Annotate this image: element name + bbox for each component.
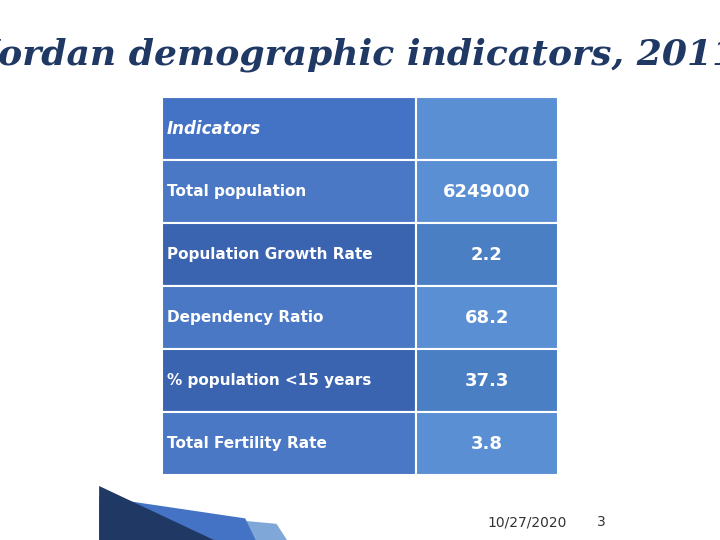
FancyBboxPatch shape — [415, 160, 558, 223]
FancyBboxPatch shape — [415, 223, 558, 286]
Text: 68.2: 68.2 — [464, 309, 509, 327]
FancyBboxPatch shape — [162, 412, 415, 475]
Text: % population <15 years: % population <15 years — [167, 373, 372, 388]
FancyBboxPatch shape — [162, 349, 415, 412]
Text: 6249000: 6249000 — [443, 183, 531, 201]
Text: Total Fertility Rate: Total Fertility Rate — [167, 436, 327, 451]
FancyBboxPatch shape — [415, 349, 558, 412]
Text: Population Growth Rate: Population Growth Rate — [167, 247, 372, 262]
FancyBboxPatch shape — [415, 286, 558, 349]
Text: 3.8: 3.8 — [471, 435, 503, 453]
FancyBboxPatch shape — [415, 97, 558, 160]
FancyBboxPatch shape — [162, 97, 415, 160]
Text: 37.3: 37.3 — [464, 372, 509, 390]
Text: Total population: Total population — [167, 184, 306, 199]
Polygon shape — [99, 497, 256, 540]
FancyBboxPatch shape — [415, 412, 558, 475]
Text: Indicators: Indicators — [167, 120, 261, 138]
Text: Jordan demographic indicators, 2011: Jordan demographic indicators, 2011 — [0, 38, 720, 72]
Text: 10/27/2020: 10/27/2020 — [487, 515, 567, 529]
Polygon shape — [99, 508, 287, 540]
Polygon shape — [99, 486, 214, 540]
FancyBboxPatch shape — [162, 286, 415, 349]
FancyBboxPatch shape — [162, 160, 415, 223]
Text: Dependency Ratio: Dependency Ratio — [167, 310, 323, 325]
FancyBboxPatch shape — [162, 223, 415, 286]
Text: 3: 3 — [596, 515, 606, 529]
Text: 2.2: 2.2 — [471, 246, 503, 264]
